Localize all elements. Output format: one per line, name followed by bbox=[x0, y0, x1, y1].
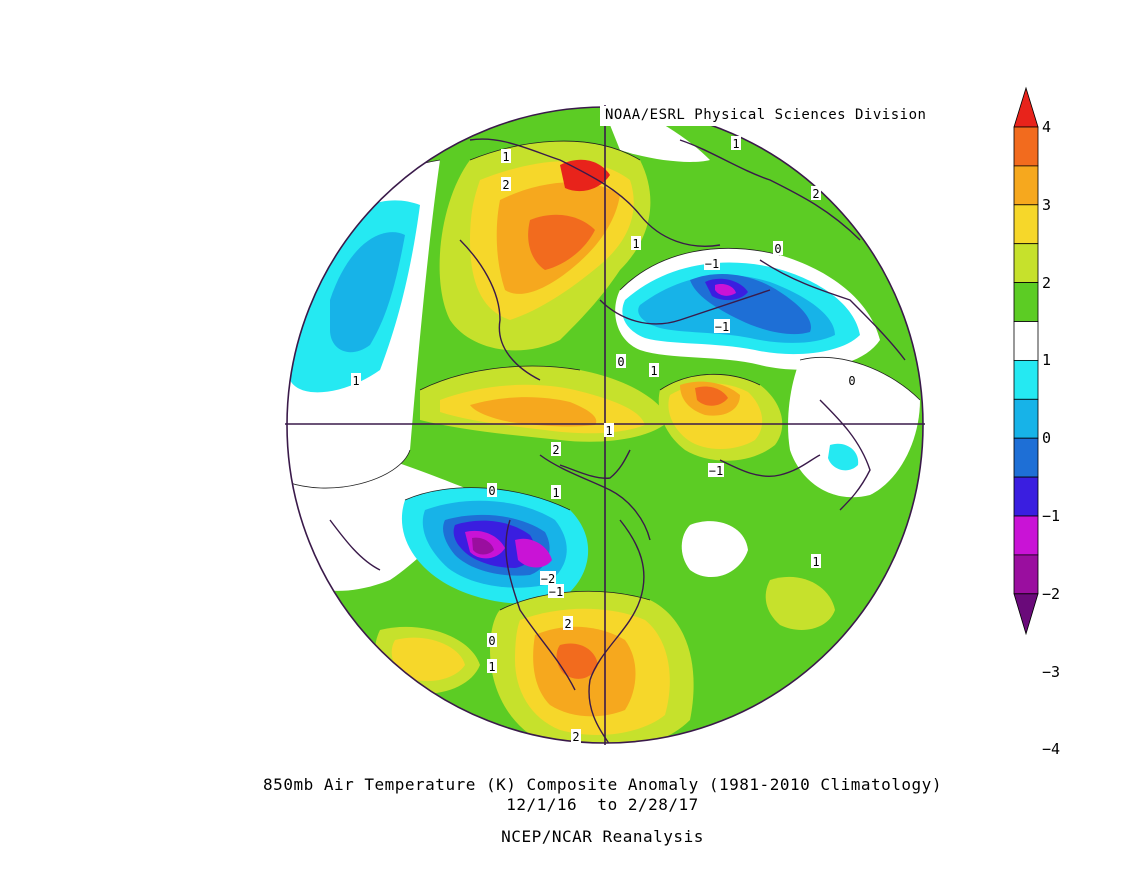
region-warm-4 bbox=[528, 214, 595, 270]
colorbar-segment bbox=[1013, 321, 1039, 361]
colorbar-segment bbox=[1013, 126, 1039, 167]
contour-label: 1 bbox=[502, 150, 509, 164]
contour-label: 1 bbox=[650, 364, 657, 378]
contour-label-bg bbox=[551, 485, 561, 499]
contour-label: −1 bbox=[549, 585, 563, 599]
contour-label-bg bbox=[351, 373, 361, 387]
contour-label-bg bbox=[540, 571, 556, 585]
colorbar bbox=[1013, 86, 1039, 636]
region-alaska-cold-peak-2 bbox=[515, 538, 552, 568]
contour-label: −1 bbox=[705, 257, 719, 271]
colorbar-tick-label: −4 bbox=[1042, 740, 1061, 759]
contour-label-bg bbox=[616, 354, 626, 368]
contour-label: 1 bbox=[352, 374, 359, 388]
contour-label: 2 bbox=[502, 178, 509, 192]
contour-label: 0 bbox=[488, 634, 495, 648]
contour-label-bg bbox=[501, 149, 511, 163]
colorbar-tick-label: 1 bbox=[1042, 351, 1052, 370]
contour-label-bg bbox=[811, 186, 821, 200]
contour-label: 2 bbox=[552, 443, 559, 457]
contour-label: 1 bbox=[732, 137, 739, 151]
region-far-east-neutral bbox=[788, 357, 920, 498]
colorbar-tick-label: 2 bbox=[1042, 273, 1052, 292]
region-atlantic-warm bbox=[765, 576, 835, 630]
caption-dates: 12/1/16 to 2/28/17 bbox=[506, 795, 699, 814]
contour-label-bg bbox=[551, 442, 561, 456]
contour-label-bg bbox=[604, 423, 614, 437]
contour-label-bg bbox=[704, 256, 720, 270]
colorbar-segment bbox=[1013, 554, 1039, 595]
contour-label: −1 bbox=[709, 464, 723, 478]
colorbar-bottom-arrow bbox=[1013, 593, 1039, 636]
contour-label: 0 bbox=[848, 374, 855, 388]
contour-label: −1 bbox=[715, 320, 729, 334]
colorbar-segment bbox=[1013, 515, 1039, 556]
contour-label-bg bbox=[571, 729, 581, 743]
colorbar-segment bbox=[1013, 359, 1039, 400]
contour-label: 0 bbox=[617, 355, 624, 369]
region-east-cold-peak bbox=[715, 283, 736, 296]
contour-label-bg bbox=[773, 241, 783, 255]
contour-label: 1 bbox=[605, 424, 612, 438]
colorbar-segment bbox=[1013, 165, 1039, 206]
contour-label-bg bbox=[487, 659, 497, 673]
coastlines bbox=[329, 138, 906, 743]
region-warm-peak bbox=[560, 159, 610, 192]
region-sw-warm-2 bbox=[391, 637, 465, 682]
contour-label: 1 bbox=[812, 555, 819, 569]
region-atlantic-neutral bbox=[681, 521, 748, 578]
colorbar-tick-label: −1 bbox=[1042, 507, 1061, 525]
contour-label-bg bbox=[501, 177, 511, 191]
colorbar-segment bbox=[1013, 243, 1039, 283]
colorbar-tick-label: 3 bbox=[1042, 195, 1052, 214]
caption-title: 850mb Air Temperature (K) Composite Anom… bbox=[263, 775, 942, 794]
contour-label-bg bbox=[631, 236, 641, 250]
region-central-warm-3 bbox=[470, 397, 597, 427]
contour-label-bg bbox=[548, 584, 564, 598]
colorbar-segment bbox=[1013, 437, 1039, 478]
credit-background bbox=[600, 106, 920, 126]
contour-label: 0 bbox=[488, 484, 495, 498]
region-alaska-cold-deep bbox=[472, 537, 494, 555]
credit-text: NOAA/ESRL Physical Sciences Division bbox=[605, 107, 927, 123]
contour-label-bg bbox=[649, 363, 659, 377]
contour-label-bg bbox=[847, 373, 857, 387]
colorbar-top-arrow bbox=[1013, 86, 1039, 128]
contour-label-bg bbox=[811, 554, 821, 568]
colorbar-segment bbox=[1013, 282, 1039, 322]
contour-label: 2 bbox=[564, 617, 571, 631]
colorbar-tick-label: 4 bbox=[1042, 118, 1052, 136]
colorbar-tick-label: −3 bbox=[1042, 662, 1061, 681]
contour-label-bg bbox=[714, 319, 730, 333]
region-na-warm-peak bbox=[556, 643, 598, 679]
region-west-cold bbox=[330, 232, 405, 353]
contour-label: −2 bbox=[541, 572, 555, 586]
contour-label: 1 bbox=[632, 237, 639, 251]
contour-label: 2 bbox=[572, 730, 579, 744]
contour-label: 0 bbox=[774, 242, 781, 256]
region-right-warm-peak bbox=[695, 386, 728, 406]
contour-label: 2 bbox=[812, 187, 819, 201]
colorbar-segment bbox=[1013, 476, 1039, 517]
contour-label-bg bbox=[563, 616, 573, 630]
colorbar-segment bbox=[1013, 398, 1039, 439]
contour-label-bg bbox=[487, 633, 497, 647]
caption-source: NCEP/NCAR Reanalysis bbox=[501, 827, 704, 846]
contour-label-bg bbox=[487, 483, 497, 497]
region-far-east-cold bbox=[828, 443, 859, 471]
contour-label-bg bbox=[708, 463, 724, 477]
colorbar-segment bbox=[1013, 204, 1039, 245]
contour-label: 1 bbox=[488, 660, 495, 674]
colorbar-tick-label: 0 bbox=[1042, 429, 1052, 448]
contour-label: 1 bbox=[552, 486, 559, 500]
contour-label-bg bbox=[731, 136, 741, 150]
colorbar-tick-label: −2 bbox=[1042, 584, 1061, 603]
